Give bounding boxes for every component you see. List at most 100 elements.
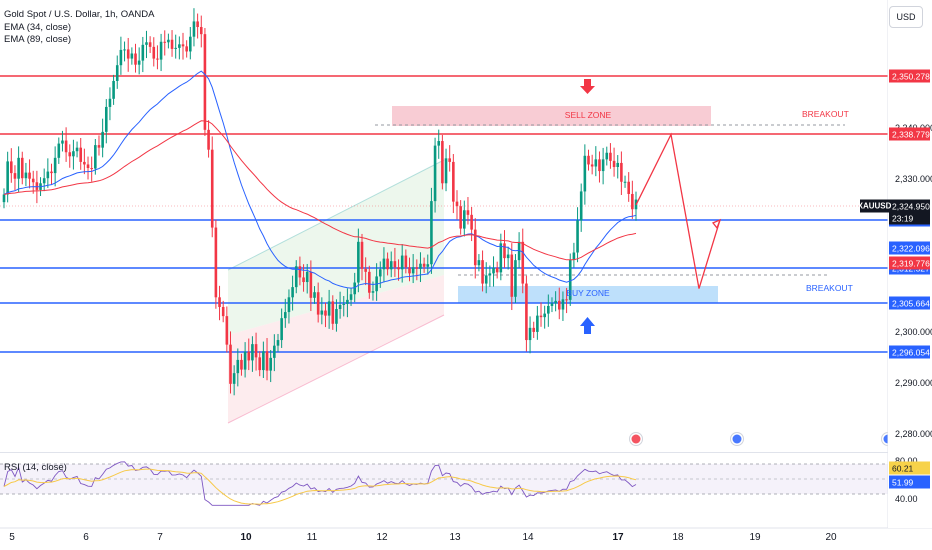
candle-body	[20, 157, 24, 179]
candle-body	[302, 277, 305, 283]
channel-bottom-line	[227, 314, 445, 424]
candle-body	[141, 44, 145, 61]
rsi-line	[3, 461, 637, 506]
candle-body	[514, 260, 517, 297]
ema34-legend[interactable]: EMA (34, close)	[4, 21, 72, 33]
candle-body	[53, 157, 57, 174]
buy-arrow-icon	[580, 317, 595, 334]
time-tick-label: 11	[306, 532, 318, 543]
rsi-legend[interactable]: RSI (14, close)	[4, 462, 67, 473]
candle-body	[221, 306, 225, 317]
candle-body	[294, 266, 298, 288]
candle-body	[199, 27, 203, 35]
candle-body	[203, 34, 207, 130]
candle-body	[404, 255, 408, 268]
candle-body	[163, 41, 167, 43]
candle-body	[287, 297, 291, 313]
time-tick-label: 10	[240, 532, 252, 543]
candle-body	[90, 168, 93, 170]
candle-body	[262, 351, 265, 371]
candle-body	[357, 241, 360, 283]
candle-body	[210, 149, 214, 228]
time-tick-label: 18	[672, 532, 684, 543]
candle-body	[386, 258, 389, 270]
ema89-legend[interactable]: EMA (89, close)	[4, 34, 72, 45]
chart-legend: Gold Spot / U.S. Dollar, 1h, OANDA EMA (…	[4, 9, 154, 47]
candle-body	[583, 155, 587, 192]
candle-body	[236, 359, 240, 374]
forecast-path	[635, 132, 721, 289]
candle-body	[137, 60, 141, 65]
candle-body	[463, 210, 466, 229]
candle-body	[517, 241, 521, 261]
candle-body	[331, 301, 335, 324]
candle-body	[229, 344, 232, 384]
candle-body	[419, 263, 422, 269]
sell-zone	[392, 106, 711, 126]
buy-zone-label: BUY ZONE	[566, 288, 610, 298]
price-tick-label: 2,290.000	[895, 377, 932, 388]
candle-body	[528, 327, 532, 341]
candle-body	[108, 98, 112, 107]
candle-body	[6, 161, 9, 195]
channel-top-line	[227, 159, 445, 271]
candle-body	[112, 80, 115, 99]
breakout-top-label: BREAKOUT	[802, 109, 849, 119]
candle-body	[459, 206, 462, 229]
candle-body	[13, 173, 17, 179]
time-axis[interactable]: 5 6 7 10 11 12 13 14 17 18 19 20	[0, 528, 888, 550]
candle-body	[481, 260, 484, 284]
candle-body	[232, 373, 236, 384]
candle-body	[247, 351, 251, 361]
time-tick-label: 7	[157, 532, 163, 543]
time-tick-label: 13	[449, 532, 461, 543]
candle-body	[612, 160, 616, 167]
candle-body	[371, 291, 375, 293]
candle-body	[134, 53, 137, 65]
candle-body	[368, 271, 371, 293]
main-pane	[0, 8, 888, 424]
candle-body	[565, 299, 568, 301]
candle-body	[298, 266, 302, 278]
candle-body	[46, 171, 50, 179]
candle-body	[258, 357, 262, 371]
candle-body	[525, 283, 528, 341]
candle-body	[2, 194, 6, 203]
candle-body	[422, 263, 426, 267]
candle-body	[568, 259, 572, 300]
currency-selector[interactable]: USD	[889, 6, 923, 28]
candle-body	[572, 252, 576, 260]
candle-body	[444, 158, 448, 184]
candle-body	[240, 359, 243, 370]
time-tick-label: 19	[749, 532, 761, 543]
candle-body	[254, 344, 258, 358]
candle-body	[335, 309, 338, 324]
candle-body	[536, 315, 539, 332]
candle-body	[64, 140, 68, 153]
candle-body	[448, 158, 451, 162]
candle-body	[510, 254, 514, 297]
candle-body	[35, 182, 39, 190]
candle-body	[353, 282, 357, 295]
candle-body	[10, 161, 13, 174]
candle-body	[521, 241, 525, 284]
candle-body	[178, 44, 181, 48]
rsi-pane	[0, 461, 888, 506]
candle-body	[590, 164, 594, 167]
candle-body	[196, 21, 199, 28]
countdown-tag: 23:19	[889, 211, 930, 225]
candle-body	[342, 303, 346, 305]
candle-body	[68, 152, 72, 157]
candle-body	[283, 312, 287, 319]
candle-body	[492, 267, 495, 274]
candle-body	[327, 301, 331, 316]
candle-body	[42, 178, 46, 184]
candle-body	[579, 191, 583, 221]
candle-body	[243, 351, 247, 370]
candle-body	[488, 273, 492, 276]
rsi-ma-line	[3, 468, 637, 505]
candle-body	[433, 145, 437, 202]
symbol-title[interactable]: Gold Spot / U.S. Dollar, 1h, OANDA	[4, 9, 155, 20]
channel-lower-fill	[228, 275, 444, 423]
